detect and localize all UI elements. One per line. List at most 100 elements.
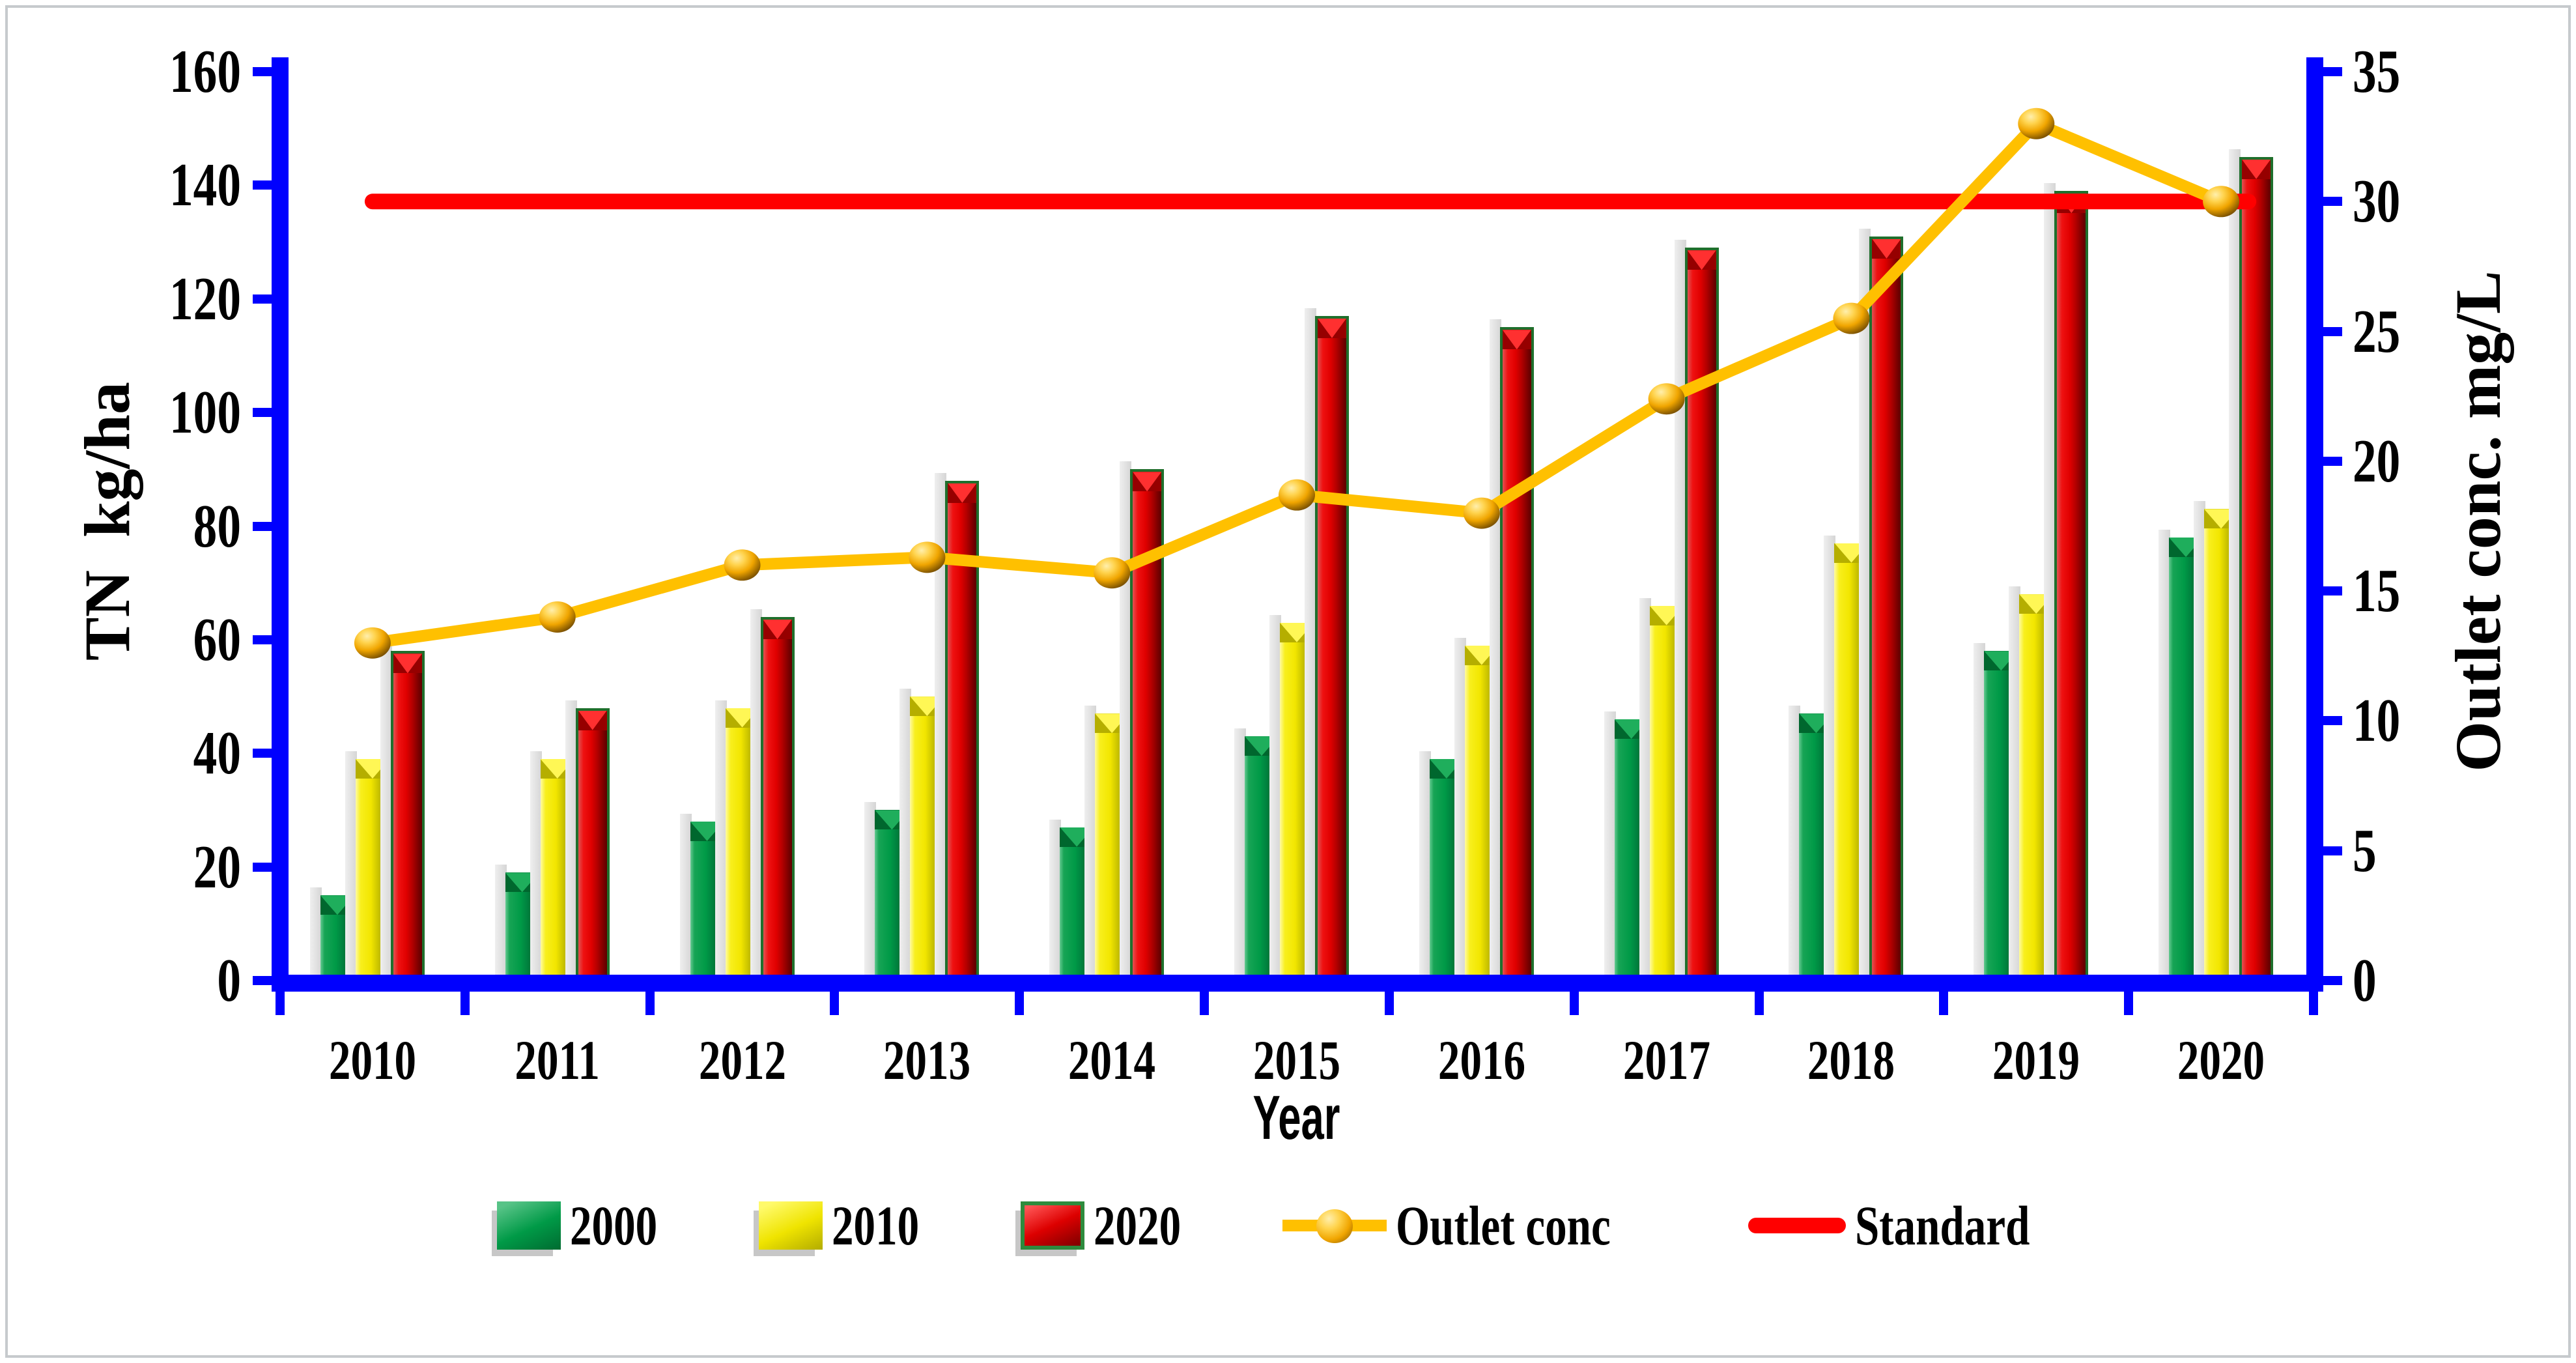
x-axis-tick-label: 2013	[883, 1029, 971, 1091]
x-axis-tick	[645, 992, 655, 1015]
bar-shadow	[935, 472, 947, 977]
x-axis-tick-label: 2017	[1622, 1029, 1710, 1091]
bar-shadow	[750, 609, 762, 977]
right-axis-tick	[2323, 716, 2342, 726]
bar-2020-2011	[575, 708, 610, 977]
bar-shadow	[1234, 728, 1246, 977]
right-axis-tick-label: 5	[2353, 816, 2377, 885]
x-axis-tick	[276, 992, 285, 1015]
bar-shadow	[679, 813, 692, 977]
left-axis-tick-label: 80	[193, 492, 241, 560]
right-axis-tick-label: 0	[2353, 947, 2377, 1014]
bar-shadow	[1789, 706, 1801, 977]
legend: 2000 2010 2020 Outlet conc Standard	[0, 1198, 2576, 1254]
outlet-conc-marker-2010	[354, 627, 391, 659]
right-axis-tick-label: 35	[2353, 38, 2401, 106]
right-axis-tick-label: 25	[2353, 297, 2401, 366]
bar-shadow	[309, 887, 322, 977]
bar-shadow	[1489, 319, 1501, 977]
left-axis-tick	[253, 862, 272, 872]
left-axis-tick	[253, 408, 272, 418]
legend-label: 2000	[570, 1194, 658, 1257]
x-axis-tick	[2309, 992, 2318, 1015]
right-axis-tick	[2323, 67, 2342, 76]
left-axis-tick	[253, 67, 272, 76]
left-axis-tick-label: 0	[217, 947, 241, 1014]
x-axis-tick	[1015, 992, 1025, 1015]
left-axis-tick-label: 140	[169, 151, 241, 220]
bar-shadow	[2194, 501, 2206, 977]
bar-shadow	[715, 700, 727, 977]
x-axis-title: Year	[1253, 1083, 1340, 1153]
bar-shadow	[1859, 228, 1871, 977]
legend-item-standard: Standard	[1748, 1198, 2079, 1254]
x-axis-tick	[1939, 992, 1949, 1015]
right-axis-tick	[2323, 456, 2342, 466]
outlet-conc-marker-2019	[2018, 108, 2055, 139]
bar-2020-2016	[1499, 327, 1534, 977]
left-axis-tick	[253, 294, 272, 304]
bar-2020-2018	[1869, 236, 1904, 977]
right-axis-tick-label: 30	[2353, 167, 2401, 236]
x-axis-tick	[460, 992, 470, 1015]
bar-shadow	[2009, 586, 2021, 977]
bar-shadow	[1120, 461, 1132, 977]
left-axis-tick-label: 100	[169, 379, 241, 447]
bar-shadow	[494, 865, 507, 977]
outlet-conc-marker-2020	[2203, 186, 2240, 218]
bar-2020-2010	[390, 651, 425, 977]
legend-label: 2010	[832, 1194, 920, 1257]
left-axis-tick	[253, 976, 272, 985]
bar-shadow	[530, 751, 542, 977]
legend-key-outlet-conc-icon	[1282, 1201, 1387, 1250]
right-axis-tick-label: 15	[2353, 557, 2401, 625]
right-axis-tick	[2323, 326, 2342, 336]
outlet-conc-marker-2014	[1094, 557, 1131, 589]
legend-label: 2020	[1094, 1194, 1182, 1257]
x-axis-tick	[1384, 992, 1394, 1015]
bar-shadow	[1084, 706, 1097, 977]
right-axis-tick	[2323, 197, 2342, 207]
right-axis-tick-label: 10	[2353, 687, 2401, 755]
bar-shadow	[1454, 637, 1466, 977]
bar-shadow	[1419, 751, 1431, 977]
left-axis-tick	[253, 749, 272, 758]
left-axis-tick	[253, 521, 272, 531]
left-axis-tick-label: 60	[193, 605, 241, 674]
outlet-conc-marker-2015	[1279, 479, 1315, 511]
legend-key-bar-yellow-icon	[759, 1201, 823, 1250]
bar-shadow	[345, 751, 357, 977]
left-axis-tick	[253, 180, 272, 190]
right-axis-tick-label: 20	[2353, 427, 2401, 495]
x-axis-tick	[2124, 992, 2134, 1015]
legend-label: Outlet conc	[1396, 1194, 1611, 1257]
x-axis-tick-label: 2020	[2177, 1029, 2265, 1091]
bar-shadow	[1974, 643, 1986, 977]
bar-shadow	[565, 700, 577, 977]
x-axis-tick	[1200, 992, 1210, 1015]
x-axis-tick-label: 2012	[698, 1029, 786, 1091]
bar-2020-2015	[1315, 315, 1349, 977]
bar-shadow	[2229, 149, 2241, 977]
x-axis-tick-label: 2011	[515, 1029, 600, 1091]
bar-2020-2020	[2239, 156, 2274, 977]
x-axis-tick-label: 2018	[1807, 1029, 1895, 1091]
legend-key-standard-line-icon	[1748, 1218, 1846, 1233]
bar-shadow	[380, 643, 392, 977]
bar-2020-2017	[1684, 248, 1719, 977]
x-axis-tick-label: 2010	[328, 1029, 416, 1091]
bar-shadow	[1604, 711, 1616, 977]
legend-item-2020: 2020	[1021, 1198, 1206, 1254]
outlet-conc-marker-2011	[539, 601, 576, 633]
bar-shadow	[2044, 183, 2056, 977]
legend-item-2000: 2000	[497, 1198, 682, 1254]
left-axis-line	[272, 57, 289, 992]
outlet-conc-marker-2013	[909, 541, 946, 573]
right-axis-tick	[2323, 586, 2342, 596]
x-axis-tick-label: 2015	[1253, 1029, 1341, 1091]
outlet-conc-marker-2017	[1648, 383, 1685, 415]
bar-shadow	[864, 802, 877, 977]
bar-shadow	[2158, 529, 2171, 977]
